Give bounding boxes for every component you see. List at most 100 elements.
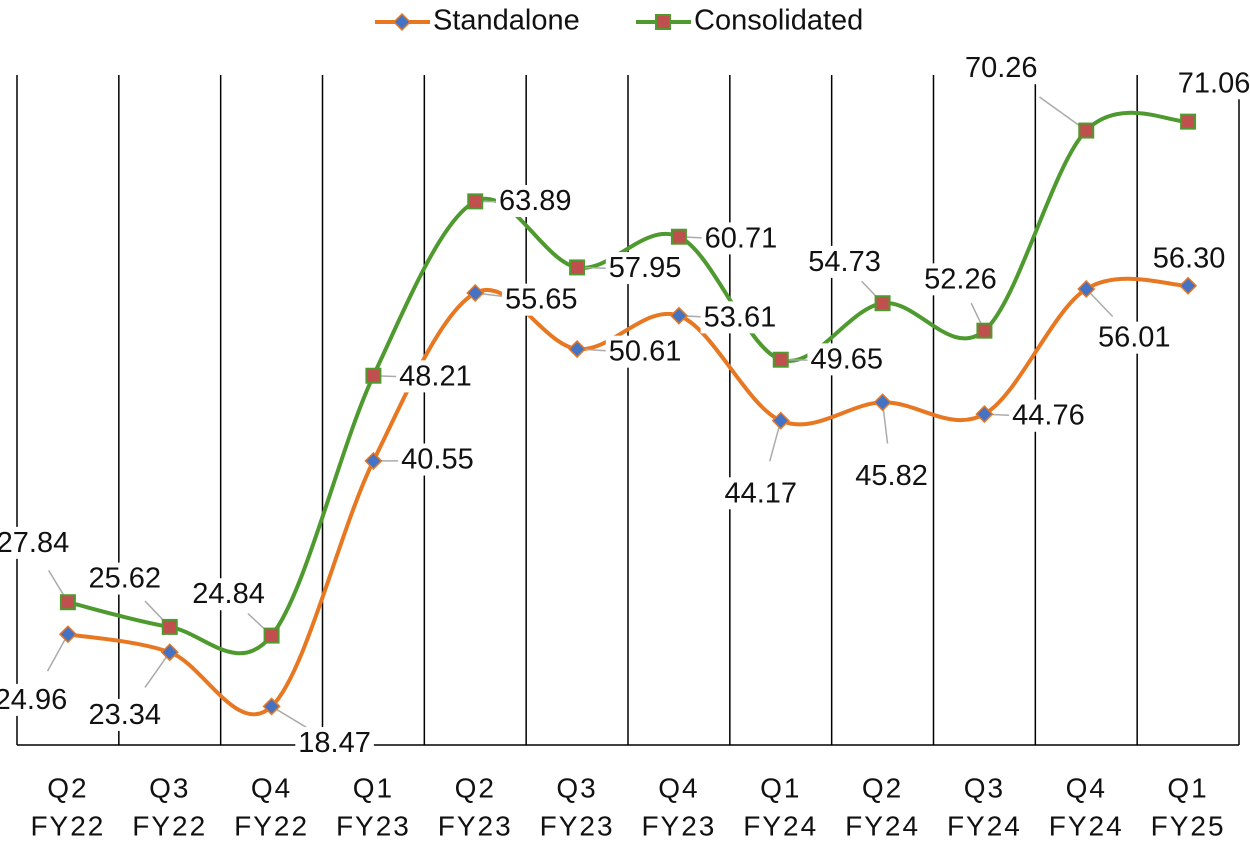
data-label: 71.06 [1178, 67, 1250, 99]
data-label: 54.73 [808, 246, 881, 278]
marker [160, 643, 179, 662]
label-bg [701, 222, 781, 255]
marker [655, 14, 671, 30]
data-label: 40.55 [401, 444, 474, 476]
leader-line [46, 633, 69, 672]
marker [772, 351, 789, 368]
label-bg [189, 578, 268, 611]
x-tick-label: FY22 [234, 810, 309, 841]
label-bg [501, 283, 581, 316]
label-bg [852, 459, 931, 492]
label-bg [1149, 242, 1229, 275]
marker [670, 228, 687, 245]
marker [1180, 113, 1197, 130]
label-bg [1174, 67, 1250, 100]
marker [1078, 122, 1095, 139]
label-bg [805, 245, 884, 278]
label-bg [1009, 399, 1088, 432]
marker [365, 367, 382, 384]
label-bg [605, 335, 685, 368]
data-label: 50.61 [609, 336, 682, 368]
marker [568, 339, 587, 359]
x-tick-label: Q4 [251, 772, 292, 803]
leader-line [144, 651, 171, 688]
leader-line [271, 705, 307, 728]
marker [262, 697, 281, 716]
data-label: 24.96 [0, 684, 67, 716]
data-label: 44.76 [1012, 400, 1085, 432]
x-tick-label: FY22 [132, 810, 207, 841]
label-bg [85, 562, 165, 595]
label-bg [0, 683, 71, 716]
legend-label: Consolidated [694, 5, 863, 37]
x-tick-label: FY24 [1049, 810, 1124, 841]
data-label: 45.82 [855, 460, 928, 492]
label-bg [396, 360, 475, 393]
data-label: 56.30 [1153, 242, 1226, 274]
label-bg [0, 526, 73, 559]
x-tick-label: FY23 [336, 810, 411, 841]
marker [59, 594, 76, 611]
x-tick-label: FY24 [947, 810, 1022, 841]
legend-label: Standalone [433, 5, 580, 37]
label-bg [921, 263, 1000, 296]
x-tick-label: Q1 [760, 772, 801, 803]
data-label: 53.61 [704, 301, 777, 333]
label-bg [85, 698, 165, 731]
x-tick-label: FY24 [845, 810, 920, 841]
label-bg [398, 443, 477, 476]
data-label: 23.34 [88, 699, 161, 731]
marker [669, 306, 688, 325]
marker [58, 625, 77, 644]
marker [976, 322, 993, 339]
x-tick-label: Q2 [862, 772, 903, 803]
x-tick-label: Q1 [1167, 772, 1208, 803]
marker [975, 405, 994, 424]
marker [467, 193, 484, 210]
label-bg [1094, 321, 1174, 354]
label-bg [295, 727, 374, 760]
label-bg [495, 185, 575, 218]
marker [1077, 279, 1096, 299]
data-label: 52.26 [924, 263, 997, 295]
marker [569, 259, 586, 276]
data-label: 24.84 [192, 578, 265, 610]
data-label: 18.47 [298, 727, 371, 759]
data-label: 60.71 [705, 222, 778, 254]
x-tick-label: Q3 [964, 772, 1005, 803]
x-tick-label: Q1 [353, 772, 394, 803]
marker [873, 393, 892, 412]
x-tick-label: Q4 [658, 772, 699, 803]
marker [874, 295, 891, 312]
x-tick-label: Q3 [556, 772, 597, 803]
label-bg [605, 252, 685, 285]
data-label: 44.17 [724, 477, 797, 509]
x-tick-label: FY23 [641, 810, 716, 841]
x-tick-label: Q2 [47, 772, 88, 803]
marker [1179, 276, 1198, 295]
data-label: 48.21 [399, 360, 472, 392]
data-label: 70.26 [965, 52, 1038, 84]
x-tick-label: Q3 [149, 772, 190, 803]
marker [392, 12, 412, 32]
data-label: 27.84 [0, 527, 69, 559]
marker [364, 451, 383, 470]
x-tick-label: FY22 [30, 810, 105, 841]
data-label: 25.62 [88, 563, 161, 595]
data-label: 49.65 [810, 343, 883, 375]
x-tick-label: Q4 [1066, 772, 1107, 803]
x-tick-label: FY23 [540, 810, 615, 841]
marker [161, 618, 178, 635]
x-tick-label: FY25 [1151, 810, 1226, 841]
label-bg [961, 52, 1041, 85]
label-bg [807, 343, 887, 376]
data-label: 55.65 [505, 284, 578, 316]
marker [466, 283, 485, 303]
x-tick-label: FY24 [743, 810, 818, 841]
data-label: 57.95 [609, 252, 682, 284]
x-tick-label: Q2 [455, 772, 496, 803]
marker [771, 411, 790, 430]
label-bg [700, 301, 780, 334]
data-label: 63.89 [499, 185, 572, 217]
